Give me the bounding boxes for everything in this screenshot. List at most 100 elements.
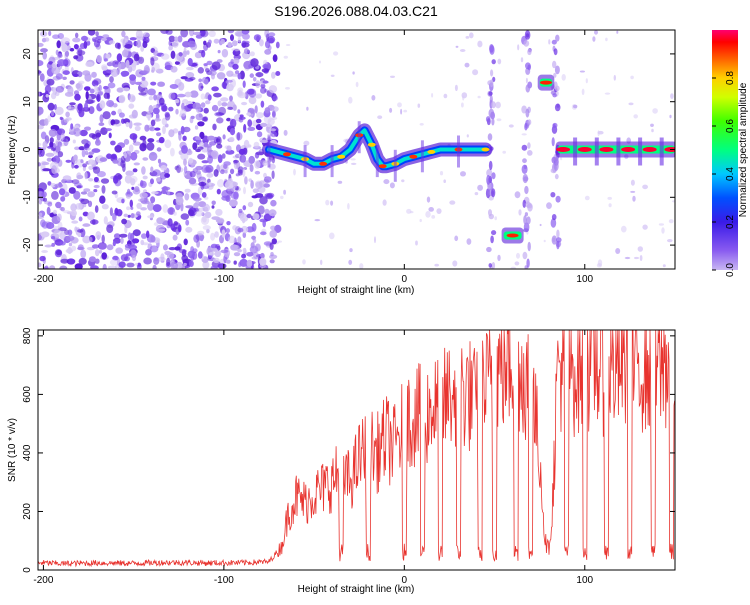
noise-blob: [217, 179, 225, 188]
noise-blob: [88, 165, 94, 170]
noise-blob: [157, 81, 166, 87]
noise-blob: [175, 196, 184, 206]
noise-blob: [426, 196, 431, 203]
noise-blob: [268, 37, 274, 44]
noise-blob: [214, 111, 224, 117]
noise-blob: [147, 138, 155, 143]
noise-blob: [150, 81, 157, 86]
burst-blob: [490, 69, 494, 77]
noise-blob: [624, 256, 631, 260]
noise-blob: [110, 140, 116, 146]
noise-blob: [211, 104, 219, 112]
noise-blob: [68, 187, 76, 194]
x-tick-label: -200: [33, 274, 53, 285]
noise-blob: [271, 170, 275, 179]
colorbar-ticks: 0.0 0.2 0.4 0.6 0.8: [712, 71, 736, 277]
noise-blob: [78, 109, 85, 118]
segment-hotspot: [577, 147, 592, 152]
noise-blob: [56, 213, 62, 222]
noise-blob: [84, 143, 90, 149]
burst-blob: [489, 79, 494, 88]
noise-blob: [139, 192, 148, 199]
burst-blob: [523, 40, 530, 47]
noise-blob: [109, 259, 118, 266]
noise-blob: [241, 253, 247, 259]
noise-blob: [168, 45, 173, 51]
noise-blob: [84, 150, 89, 156]
noise-blob: [220, 249, 229, 254]
noise-blob: [390, 75, 395, 79]
burst-blob: [553, 72, 557, 78]
noise-blob: [192, 197, 202, 202]
noise-blob: [162, 125, 166, 135]
noise-blob: [232, 50, 236, 56]
noise-blob: [84, 126, 91, 131]
noise-blob: [85, 91, 89, 100]
y-tick-label: 200: [22, 503, 33, 520]
noise-blob: [173, 221, 178, 226]
noise-blob: [271, 116, 278, 120]
noise-blob: [230, 34, 234, 41]
noise-blob: [82, 163, 87, 168]
noise-blob: [244, 176, 248, 185]
noise-blob: [140, 70, 149, 74]
noise-blob: [114, 42, 121, 49]
noise-blob: [42, 141, 48, 149]
noise-blob: [134, 186, 140, 193]
noise-blob: [228, 235, 236, 244]
noise-blob: [174, 246, 181, 251]
noise-blob: [143, 257, 152, 265]
noise-blob: [197, 230, 205, 236]
noise-blob: [89, 256, 96, 263]
noise-blob: [182, 50, 187, 57]
noise-blob: [130, 151, 138, 161]
noise-blob: [105, 40, 109, 45]
noise-blob: [560, 157, 563, 161]
carrier-hotspot: [367, 142, 376, 147]
noise-blob: [40, 219, 46, 228]
colorbar-tick-label: 0.2: [725, 215, 736, 229]
noise-blob: [263, 213, 272, 222]
y-tick-label: 400: [22, 444, 33, 461]
noise-blob: [546, 202, 552, 210]
noise-blob: [195, 200, 200, 205]
burst-blob: [486, 174, 491, 185]
noise-blob: [241, 30, 250, 35]
noise-blob: [87, 200, 93, 207]
noise-blob: [207, 145, 212, 153]
noise-blob: [242, 80, 246, 88]
noise-blob: [228, 136, 235, 143]
noise-blob: [642, 224, 648, 230]
noise-blob: [44, 118, 49, 126]
noise-blob: [80, 191, 88, 195]
noise-blob: [44, 244, 53, 248]
noise-blob: [253, 34, 262, 41]
noise-blob: [252, 213, 260, 220]
noise-blob: [98, 122, 105, 126]
burst-blob: [526, 216, 531, 225]
noise-blob: [63, 118, 69, 123]
noise-blob: [117, 142, 126, 149]
noise-blob: [183, 158, 187, 166]
burst-blob: [522, 251, 528, 260]
noise-blob: [243, 123, 247, 133]
noise-blob: [38, 70, 42, 74]
noise-blob: [112, 255, 119, 261]
burst-blob: [521, 144, 528, 151]
noise-blob: [185, 219, 190, 226]
noise-blob: [101, 37, 107, 42]
noise-blob: [85, 71, 89, 77]
noise-blob: [48, 30, 52, 36]
noise-blob: [265, 33, 270, 42]
burst-blob: [491, 188, 496, 198]
noise-blob: [101, 185, 106, 194]
burst-blob: [551, 39, 557, 45]
noise-blob: [80, 198, 90, 205]
noise-blob: [124, 44, 133, 49]
noise-blob: [101, 66, 108, 71]
segment-hotspot: [621, 147, 636, 152]
noise-blob: [177, 82, 185, 91]
noise-blob: [76, 50, 86, 56]
noise-blob: [73, 190, 81, 200]
